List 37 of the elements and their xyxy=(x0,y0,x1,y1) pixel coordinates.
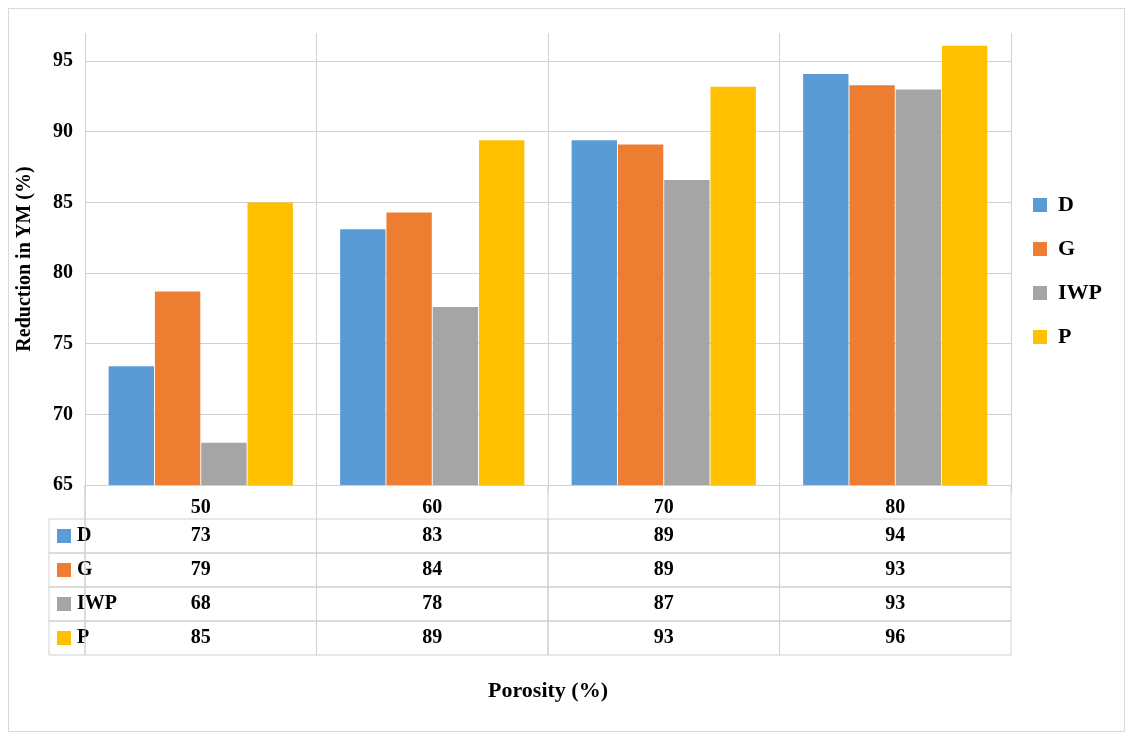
text: P xyxy=(77,625,90,648)
data-label: 79 xyxy=(190,557,211,580)
data-label: 93 xyxy=(653,625,674,648)
data-label: 84 xyxy=(422,557,443,580)
legend-label: IWP xyxy=(77,591,117,614)
y-tick-label: 75 xyxy=(53,330,73,353)
y-tick-label: 65 xyxy=(53,472,73,495)
text: IWP xyxy=(1058,278,1102,304)
x-tick-label: 80 xyxy=(885,495,906,518)
text: Porosity (%) xyxy=(488,676,608,702)
data-label: 68 xyxy=(190,591,211,614)
y-tick-label: 95 xyxy=(53,48,73,71)
y-tick-label: 85 xyxy=(53,189,73,212)
y-tick-label: 80 xyxy=(53,260,73,283)
data-label: 73 xyxy=(190,523,211,546)
x-tick-label: 60 xyxy=(422,495,443,518)
text: G xyxy=(1058,234,1076,260)
data-label: 89 xyxy=(653,557,674,580)
data-label: 96 xyxy=(885,625,906,648)
data-label: 93 xyxy=(885,591,906,614)
legend-label: D xyxy=(77,523,92,546)
data-label: 83 xyxy=(422,523,443,546)
legend-label: P xyxy=(1058,322,1072,348)
x-tick-label: 50 xyxy=(190,495,211,518)
data-label: 93 xyxy=(885,557,906,580)
data-label: 89 xyxy=(422,625,443,648)
data-label: 94 xyxy=(885,523,906,546)
y-tick-label: 70 xyxy=(53,401,73,424)
legend-label: G xyxy=(77,557,93,580)
x-tick-label: 70 xyxy=(653,495,674,518)
y-tick-label: 90 xyxy=(53,119,73,142)
data-label: 78 xyxy=(422,591,443,614)
y-axis-title: Reduction in YM (%) xyxy=(12,166,36,352)
data-label: 85 xyxy=(190,625,211,648)
data-label: 87 xyxy=(653,591,674,614)
text: D xyxy=(1058,190,1074,216)
data-label: 89 xyxy=(653,523,674,546)
